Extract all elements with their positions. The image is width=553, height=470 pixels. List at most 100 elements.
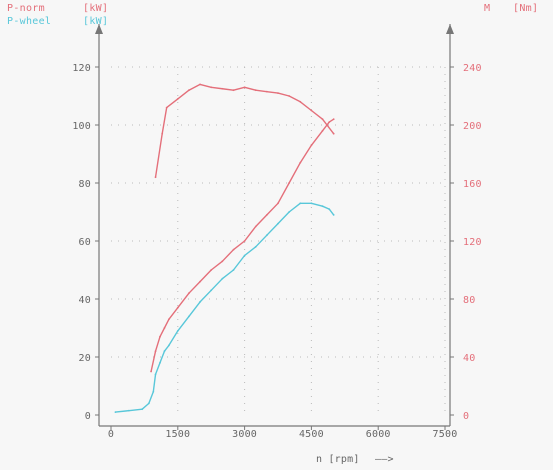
series-point-p-wheel [243, 254, 246, 257]
right-y-tick-label: 240 [463, 63, 482, 74]
legend: P-norm [kW] P-wheel [kW] M [Nm] [7, 3, 538, 27]
series-point-p-norm [299, 161, 302, 164]
legend-item-p-wheel-label: P-wheel [7, 16, 51, 27]
series-point-p-wheel [310, 202, 313, 205]
series-point-p-norm [199, 280, 201, 283]
series-point-p-wheel [199, 301, 201, 303]
series-point-p-norm [210, 269, 213, 271]
series-point-p-norm [265, 214, 268, 216]
series-point-m [321, 118, 324, 121]
right-y-tick-label: 160 [463, 179, 482, 190]
series-point-p-norm [159, 335, 161, 338]
series-point-m [176, 98, 179, 100]
left-y-tick-label: 0 [85, 411, 91, 422]
right-axis-header-unit: [Nm] [513, 3, 538, 14]
series-point-p-norm [232, 248, 235, 251]
series-point-p-norm [254, 225, 257, 228]
x-tick-label: 3000 [232, 429, 257, 440]
series-point-m [265, 90, 268, 93]
series-point-p-wheel [188, 315, 190, 318]
series-point-p-wheel [299, 202, 302, 205]
series-layer [114, 83, 335, 413]
x-tick-label: 0 [108, 429, 114, 440]
series-point-p-wheel [163, 350, 166, 353]
series-point-p-wheel [176, 330, 179, 332]
left-y-tick-label: 120 [72, 63, 91, 74]
series-point-p-norm [163, 327, 166, 329]
series-point-p-wheel [159, 361, 161, 364]
series-point-p-norm [150, 370, 152, 373]
series-point-m [165, 106, 168, 109]
x-tick-label: 6000 [366, 429, 391, 440]
series-point-p-norm [188, 292, 190, 295]
series-point-p-wheel [265, 234, 268, 237]
left-y-tick-label: 80 [79, 179, 91, 190]
series-point-m [221, 87, 224, 90]
right-y-tick-label: 40 [463, 353, 475, 364]
legend-item-p-norm-label: P-norm [7, 3, 45, 14]
x-tick-label: 1500 [165, 429, 190, 440]
series-point-p-wheel [154, 373, 157, 376]
series-point-m [161, 132, 164, 135]
series-point-p-norm [310, 144, 313, 147]
series-point-p-wheel [288, 211, 291, 213]
series-point-m [332, 132, 335, 135]
series-point-p-wheel [210, 289, 213, 292]
series-point-m [254, 89, 257, 92]
left-y-tick-label: 100 [72, 121, 91, 132]
series-point-p-wheel [232, 269, 235, 271]
x-tick-label: 7500 [433, 429, 458, 440]
x-tick-label: 4500 [299, 429, 324, 440]
right-axis-header-label: M [484, 3, 490, 14]
series-point-p-norm [176, 306, 179, 309]
series-point-p-wheel [328, 208, 331, 211]
series-point-m [299, 100, 302, 103]
series-point-p-wheel [321, 205, 324, 208]
left-y-tick-label: 60 [79, 237, 91, 248]
labels: 0 20 40 60 80 100 120 0 40 80 120 160 200 240 0 1500 300… [72, 63, 481, 465]
series-point-p-norm [154, 350, 157, 353]
series-point-m [288, 95, 291, 97]
series-point-p-norm [288, 182, 291, 184]
series-point-p-norm [277, 202, 279, 205]
series-point-p-wheel [114, 411, 117, 413]
series-point-p-wheel [277, 222, 279, 225]
series-point-p-wheel [141, 408, 144, 411]
series-point-m [310, 109, 313, 112]
legend-item-p-wheel-unit: [kW] [83, 16, 108, 27]
right-y-tick-label: 200 [463, 121, 482, 132]
series-point-m [154, 176, 157, 179]
series-point-m [232, 89, 235, 92]
left-axis-arrow [95, 24, 103, 34]
series-point-m [188, 89, 190, 92]
right-axis-arrow [446, 24, 454, 34]
legend-item-p-norm-unit: [kW] [83, 3, 108, 14]
series-point-m [210, 86, 213, 89]
series-point-p-norm [243, 240, 246, 242]
series-point-p-wheel [152, 390, 155, 393]
series-line-m [154, 83, 335, 178]
series-point-p-wheel [147, 402, 150, 405]
left-y-tick-label: 40 [79, 295, 91, 306]
left-y-tick-label: 20 [79, 353, 91, 364]
series-point-p-norm [167, 318, 170, 321]
series-point-p-norm [332, 118, 335, 121]
x-axis-label: n [rpm] [316, 454, 360, 465]
series-point-p-wheel [221, 277, 224, 280]
series-point-p-norm [321, 129, 324, 132]
series-point-p-wheel [332, 214, 335, 216]
right-y-tick-label: 120 [463, 237, 482, 248]
right-y-tick-label: 0 [463, 411, 469, 422]
series-point-p-norm [221, 260, 224, 263]
right-y-tick-label: 80 [463, 295, 475, 306]
series-point-p-wheel [127, 409, 130, 412]
series-point-p-wheel [254, 245, 257, 248]
series-point-m [243, 86, 246, 89]
x-axis-arrow-label: ——> [375, 454, 394, 465]
series-point-p-norm [328, 121, 331, 123]
series-point-m [277, 92, 279, 94]
series-point-m [199, 83, 201, 86]
